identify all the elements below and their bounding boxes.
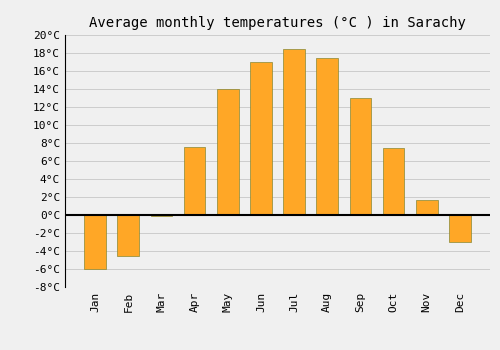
Bar (350, 98, 371, 215)
Bar (250, 62, 272, 215)
Bar (84, 215, 106, 269)
Bar (184, 147, 206, 215)
Bar (449, 215, 470, 242)
Bar (217, 89, 238, 215)
Bar (150, 215, 172, 216)
Bar (316, 57, 338, 215)
Title: Average monthly temperatures (°C ) in Sarachy: Average monthly temperatures (°C ) in Sa… (89, 16, 466, 30)
Bar (284, 49, 305, 215)
Bar (416, 200, 438, 215)
Bar (118, 215, 139, 257)
Bar (383, 147, 404, 215)
